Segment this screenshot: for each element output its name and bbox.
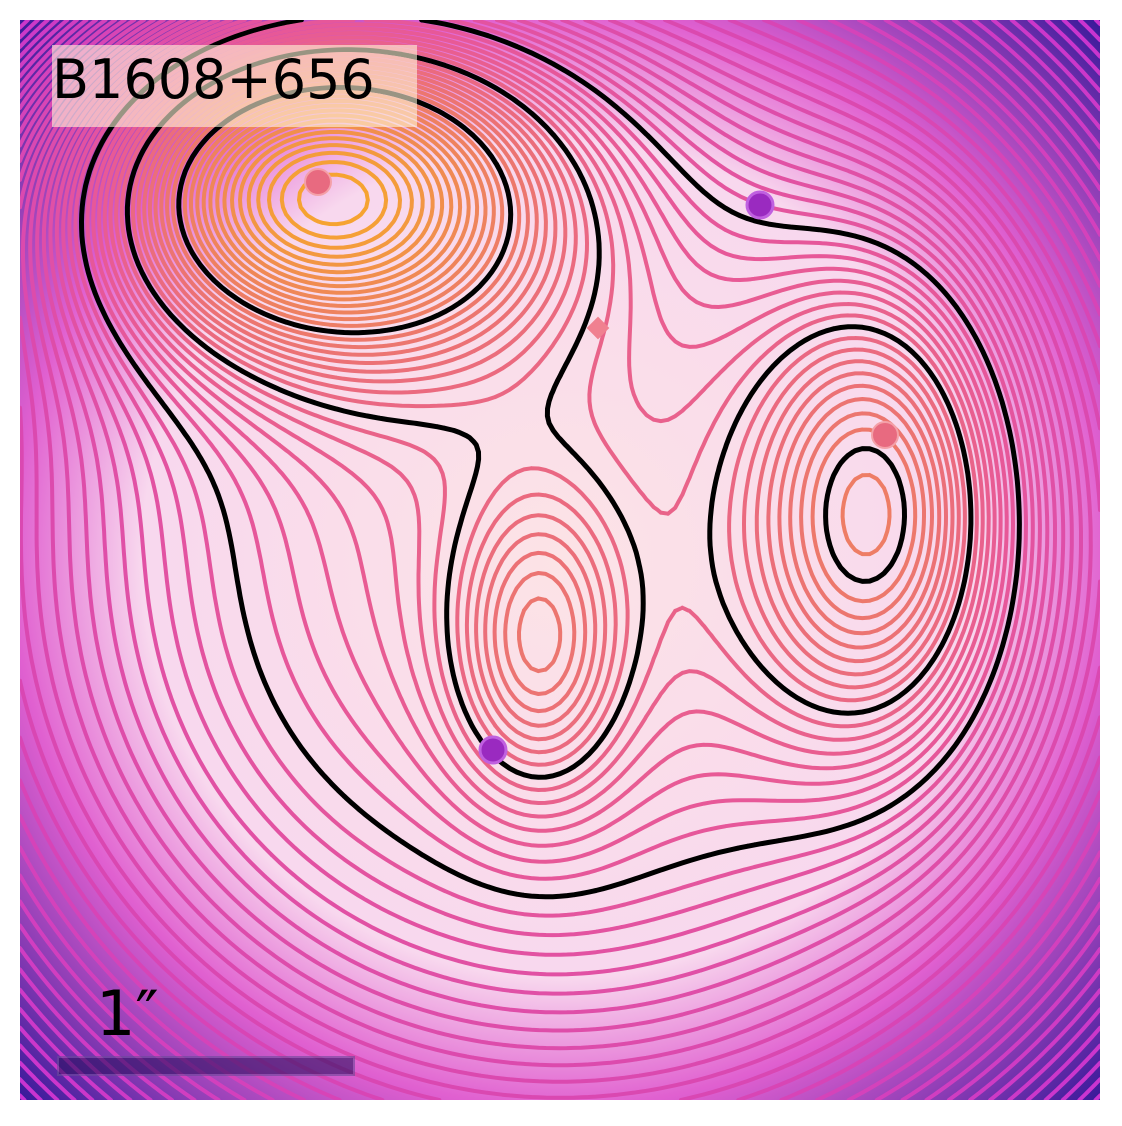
saddle-point: [745, 190, 775, 220]
contour: [20, 20, 1100, 1100]
contour: [238, 129, 435, 275]
contour: [35, 20, 1074, 1033]
saddle-point: [478, 735, 508, 765]
scale-bar: [57, 1056, 355, 1076]
contour: [20, 20, 1100, 1100]
contour: [20, 20, 1100, 1100]
contour: [20, 20, 1100, 1100]
contour: [20, 20, 1100, 1100]
contour: [279, 160, 389, 240]
scale-label: 1″: [96, 977, 159, 1050]
contour: [91, 22, 1009, 864]
image-point: [304, 168, 332, 196]
image-point: [871, 421, 899, 449]
contour: [20, 20, 1100, 1100]
title-box: [52, 45, 417, 127]
contour: [102, 31, 997, 833]
contour: [108, 35, 991, 819]
contour: [61, 20, 1042, 957]
contour: [20, 20, 1100, 1100]
contour: [267, 150, 402, 250]
contour: [20, 20, 1100, 1100]
contour: [20, 20, 1100, 1100]
title: B1608+656: [52, 48, 375, 111]
contour: [54, 20, 1050, 977]
contour: [114, 39, 985, 805]
contour: [41, 20, 1066, 1015]
image-points: [304, 168, 899, 765]
contour: [256, 143, 414, 259]
contour: [230, 124, 445, 282]
contour: [28, 20, 1083, 1051]
contour: [20, 20, 1100, 1100]
contour: [246, 136, 425, 267]
contour: [21, 20, 1093, 1068]
source-marker: [586, 316, 610, 340]
contour: [20, 20, 1100, 1100]
